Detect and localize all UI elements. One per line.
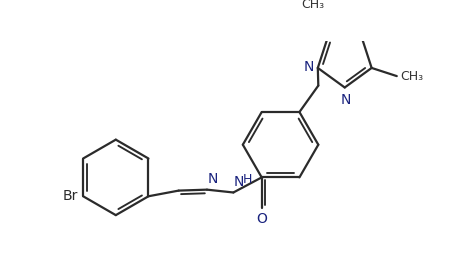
Text: H: H: [243, 173, 252, 186]
Text: O: O: [256, 212, 267, 226]
Text: Br: Br: [63, 189, 78, 203]
Text: CH₃: CH₃: [300, 0, 324, 11]
Text: N: N: [207, 172, 218, 186]
Text: CH₃: CH₃: [399, 70, 423, 83]
Text: N: N: [233, 175, 243, 189]
Text: N: N: [340, 93, 350, 107]
Text: N: N: [303, 60, 313, 74]
